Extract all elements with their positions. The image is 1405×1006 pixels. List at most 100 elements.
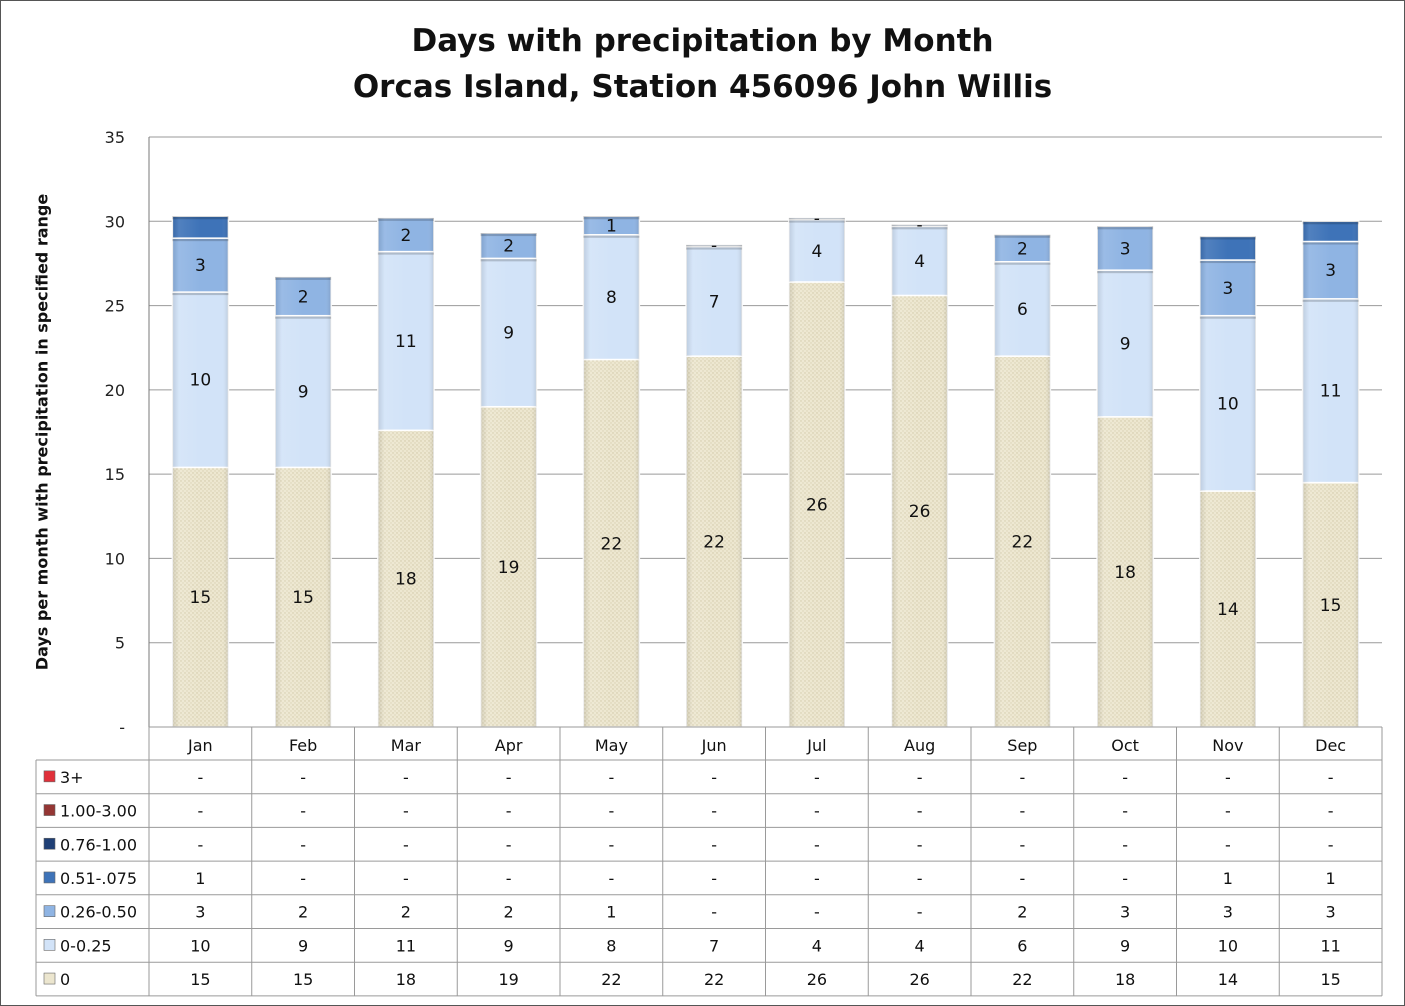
bar-segment-edge — [377, 251, 434, 255]
table-cell: - — [1122, 768, 1128, 787]
bar-segment-shading — [172, 292, 229, 468]
bar-segment-shading — [1302, 482, 1359, 727]
table-cell: - — [197, 835, 203, 854]
table-cell: 22 — [1012, 970, 1032, 989]
bar-segment-edge — [1097, 226, 1154, 230]
table-cell: - — [506, 835, 512, 854]
table-cell: - — [403, 835, 409, 854]
y-tick-label: 25 — [105, 297, 125, 316]
x-tick-label: Feb — [289, 736, 317, 755]
bar-segment-shading — [891, 224, 948, 227]
data-label: 15 — [292, 588, 314, 608]
data-label: - — [814, 209, 820, 229]
table-cell: - — [1122, 869, 1128, 888]
table-cell: - — [1328, 802, 1334, 821]
table-cell: 15 — [293, 970, 313, 989]
data-label: 14 — [1217, 600, 1239, 620]
legend-key — [43, 871, 56, 884]
x-tick-label: Jun — [701, 736, 727, 755]
table-cell: 7 — [709, 936, 719, 955]
bar-segment-shading — [1302, 241, 1359, 299]
table-cell: 4 — [915, 936, 925, 955]
bar-segment-shading — [686, 244, 743, 247]
data-label: 2 — [503, 237, 514, 257]
table-cell: - — [711, 768, 717, 787]
table-cell: - — [814, 835, 820, 854]
table-cell: - — [711, 835, 717, 854]
bar-segment-shading — [891, 226, 948, 296]
x-tick-label: Nov — [1212, 736, 1243, 755]
bar-segment-shading — [788, 217, 845, 220]
bar-segment-shading — [1199, 315, 1256, 491]
bar-segment-shading — [994, 234, 1051, 262]
bar-segment-edge — [172, 216, 229, 220]
x-tick-label: Aug — [904, 736, 935, 755]
table-cell: 26 — [807, 970, 827, 989]
x-tick-label: Dec — [1315, 736, 1346, 755]
table-cell: - — [917, 869, 923, 888]
table-cell: - — [711, 869, 717, 888]
data-label: 1 — [606, 217, 617, 237]
data-label: 26 — [806, 495, 828, 515]
table-cell: 10 — [190, 936, 210, 955]
table-cell: - — [917, 903, 923, 922]
table-cell: - — [197, 768, 203, 787]
data-table: Jan Feb Mar Apr May Jun Jul Aug Sep Oct Nov Dec 3+ - -… — [35, 726, 1383, 997]
bar-segment-shading — [994, 356, 1051, 727]
table-cell: 1 — [606, 903, 616, 922]
data-label: 9 — [298, 383, 309, 403]
bar-segment-edge — [275, 315, 332, 319]
bar-segment-edge — [891, 224, 948, 227]
legend-label: 0-0.25 — [60, 936, 112, 955]
bar-segment-edge — [1097, 270, 1154, 274]
table-cell: 3 — [195, 903, 205, 922]
table-cell: 11 — [1320, 936, 1340, 955]
legend-label: 0.51-.075 — [60, 869, 137, 888]
bar-segment-edge — [480, 233, 537, 237]
table-cell: 11 — [396, 936, 416, 955]
gridlines — [149, 136, 1382, 728]
table-cell: - — [1019, 802, 1025, 821]
table-cell: 2 — [401, 903, 411, 922]
bar-segment-edge — [275, 276, 332, 280]
table-cell: 18 — [396, 970, 416, 989]
table-cell: - — [403, 802, 409, 821]
bar-segment-shading — [480, 258, 537, 407]
table-cell: - — [608, 802, 614, 821]
data-label: - — [917, 216, 923, 236]
bar-segment-shading — [994, 261, 1051, 357]
bar-segment-shading — [1097, 270, 1154, 417]
table-cell: - — [403, 768, 409, 787]
table-cell: 9 — [504, 936, 514, 955]
bar-segment-edge — [1302, 221, 1359, 225]
y-tick-label: - — [119, 718, 125, 737]
table-cell: - — [300, 768, 306, 787]
bar-segment-shading — [583, 216, 640, 235]
data-label: 9 — [1120, 335, 1131, 355]
chart-title-block: Days with precipitation by Month Orcas I… — [0, 18, 1405, 110]
bar-segment-shading — [377, 217, 434, 252]
bar-segment-shading — [1199, 260, 1256, 316]
bar-segment-shading — [377, 251, 434, 431]
table-cell: - — [1122, 802, 1128, 821]
data-label: 3 — [195, 256, 206, 276]
table-cell: 2 — [504, 903, 514, 922]
bar-segment-shading — [583, 234, 640, 360]
table-cell: 22 — [704, 970, 724, 989]
bar-segment-shading — [891, 295, 948, 727]
bar-segment-edge — [1302, 241, 1359, 245]
table-cell: 10 — [1218, 936, 1238, 955]
y-tick-label: 20 — [105, 381, 125, 400]
data-label: 22 — [1012, 533, 1034, 553]
bar-segment-edge — [172, 292, 229, 296]
bar-segment-edge — [686, 246, 743, 250]
table-cell: 19 — [498, 970, 518, 989]
table-cell: 1 — [1223, 869, 1233, 888]
x-tick-label: Apr — [495, 736, 523, 755]
bar-segment-shading — [172, 238, 229, 293]
data-label: 15 — [190, 588, 212, 608]
bar-segment-shading — [1097, 416, 1154, 727]
table-cell: - — [1225, 835, 1231, 854]
table-cell: - — [1019, 869, 1025, 888]
table-cell: - — [608, 835, 614, 854]
